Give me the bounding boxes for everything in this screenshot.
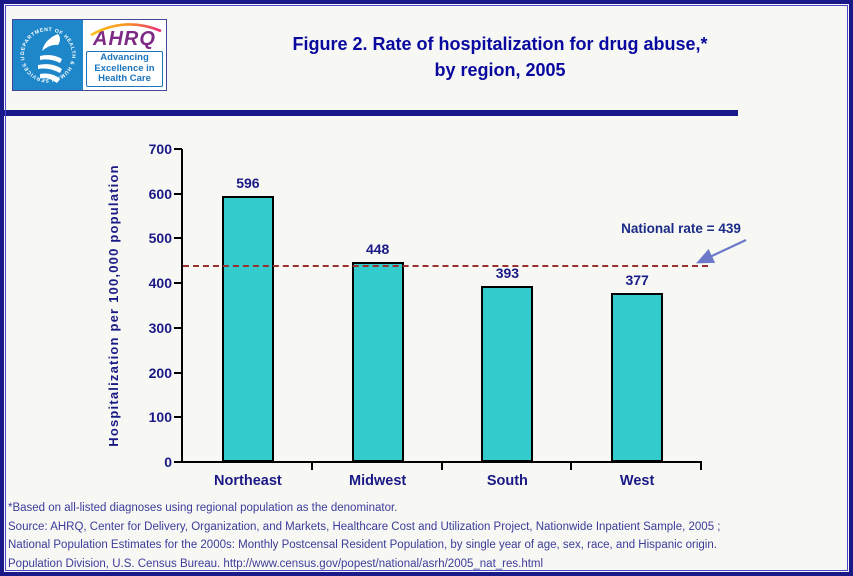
bar-value-label: 596 bbox=[236, 174, 260, 191]
y-tick-mark bbox=[174, 461, 182, 463]
x-category-label: Midwest bbox=[349, 473, 407, 489]
y-tick-label: 500 bbox=[148, 230, 172, 247]
ahrq-tagline-line2: Excellence in bbox=[94, 62, 155, 74]
y-tick-label: 200 bbox=[148, 364, 172, 381]
y-tick-label: 700 bbox=[148, 141, 172, 157]
x-category-label: West bbox=[619, 473, 655, 489]
x-tick-mark bbox=[310, 462, 313, 470]
y-tick-mark bbox=[174, 148, 182, 150]
footnotes: *Based on all-listed diagnoses using reg… bbox=[8, 499, 849, 573]
ahrq-wordmark: AHRQ bbox=[93, 28, 156, 50]
footnote-line4: Population Division, U.S. Census Bureau.… bbox=[8, 557, 544, 570]
y-tick-mark bbox=[174, 371, 182, 374]
hhs-eagle-icon bbox=[38, 34, 62, 83]
footnote-line2: Source: AHRQ, Center for Delivery, Organ… bbox=[8, 520, 721, 533]
x-tick-mark bbox=[570, 462, 573, 470]
national-rate-arrow-icon bbox=[696, 239, 747, 264]
national-rate-line bbox=[183, 265, 708, 267]
y-tick-mark bbox=[174, 237, 182, 240]
y-tick-label: 600 bbox=[148, 185, 172, 202]
y-tick-label: 0 bbox=[164, 454, 172, 470]
bar-northeast bbox=[221, 195, 274, 462]
y-axis-title: Hospitalization per 100,000 population bbox=[105, 164, 121, 447]
footnote-line1: *Based on all-listed diagnoses using reg… bbox=[8, 502, 398, 514]
bar-south bbox=[481, 286, 534, 462]
y-tick-label: 400 bbox=[148, 275, 172, 292]
national-rate-label: National rate = 439 bbox=[621, 221, 741, 236]
bar-value-label: 393 bbox=[495, 265, 520, 282]
hhs-seal-icon: DEPARTMENT OF HEALTH & HUMAN SERVICES US… bbox=[13, 20, 83, 90]
bar-value-label: 377 bbox=[625, 272, 649, 289]
page-title-line1: Figure 2. Rate of hospitalization for dr… bbox=[292, 34, 708, 54]
x-tick-mark bbox=[700, 462, 702, 470]
y-axis-line bbox=[181, 149, 183, 463]
ahrq-tagline-line3: Health Care bbox=[98, 73, 151, 84]
y-tick-mark bbox=[174, 416, 182, 419]
footnote-line3: National Population Estimates for the 20… bbox=[8, 539, 717, 551]
y-tick-mark bbox=[174, 326, 182, 329]
x-category-label: South bbox=[486, 473, 528, 489]
ahrq-swoosh-icon bbox=[90, 23, 162, 36]
ahrq-tagline-line1: Advancing bbox=[100, 52, 149, 63]
x-tick-mark bbox=[440, 462, 443, 470]
bar-midwest bbox=[351, 261, 404, 462]
y-tick-label: 100 bbox=[148, 409, 172, 426]
ahrq-panel: AHRQ Advancing Excellence in Health Care bbox=[83, 20, 166, 90]
bar-west bbox=[611, 293, 664, 462]
y-tick-label: 300 bbox=[148, 319, 172, 336]
y-tick-mark bbox=[174, 282, 182, 285]
hhs-ahrq-logo: DEPARTMENT OF HEALTH & HUMAN SERVICES US… bbox=[12, 19, 167, 91]
y-tick-mark bbox=[174, 192, 182, 195]
page-title-line2: by region, 2005 bbox=[434, 60, 566, 80]
header-divider bbox=[4, 110, 738, 116]
page-title: Figure 2. Rate of hospitalization for dr… bbox=[160, 31, 840, 83]
ahrq-tagline: Advancing Excellence in Health Care bbox=[86, 51, 163, 87]
x-category-label: Northeast bbox=[214, 473, 282, 489]
bar-value-label: 448 bbox=[365, 240, 390, 257]
